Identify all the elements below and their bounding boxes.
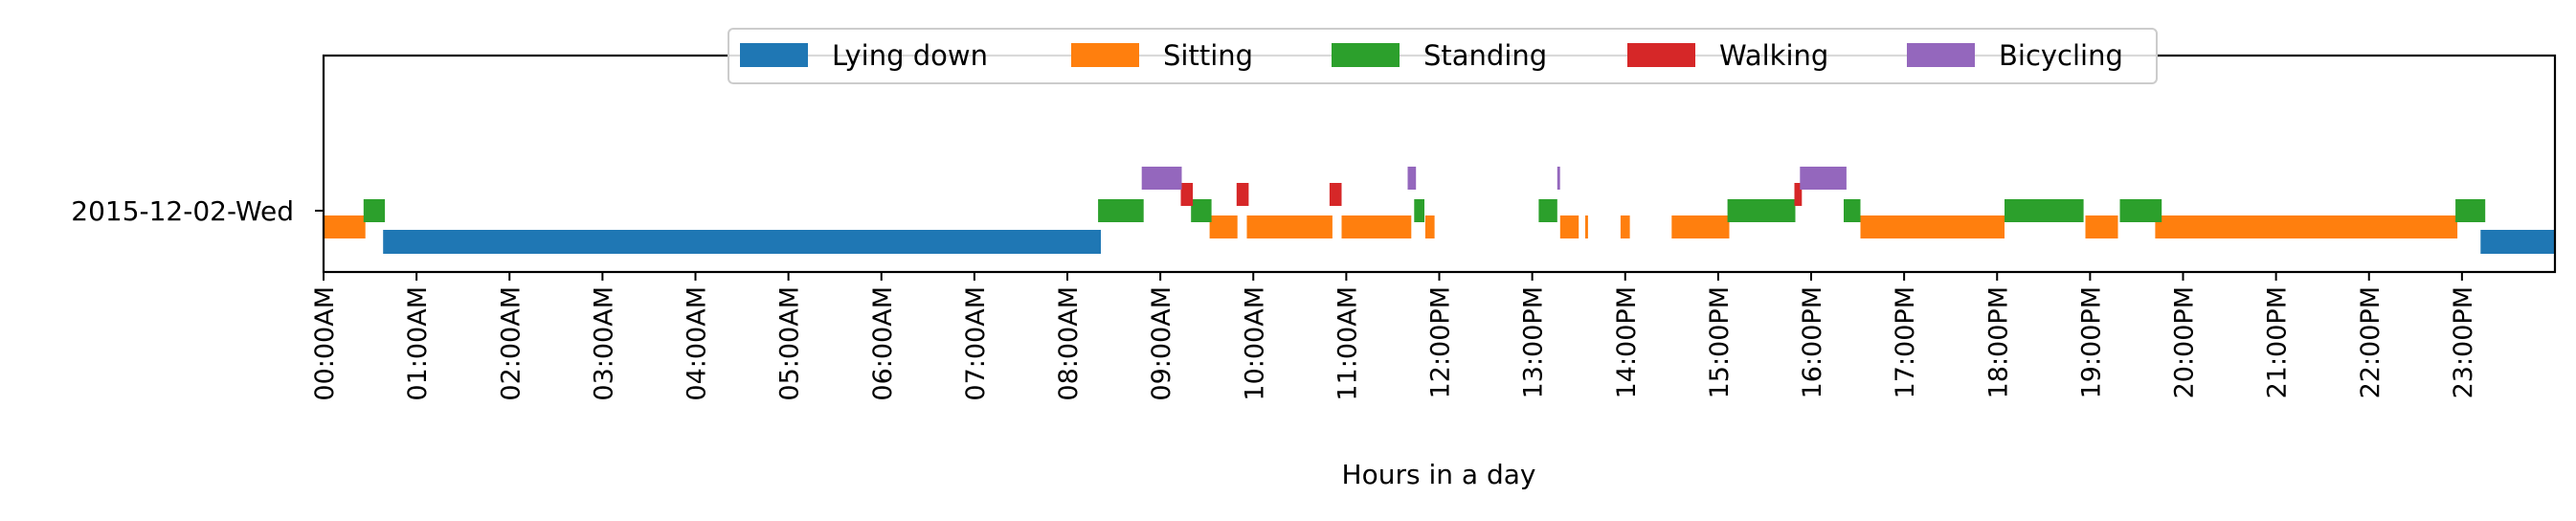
x-tick-label: 01:00AM [403,286,433,401]
segment-standing [2119,199,2162,222]
segment-standing [1414,199,1424,222]
segment-walking [1180,183,1194,206]
legend-label-bicycling: Bicycling [1999,39,2123,72]
segment-sitting [1559,215,1579,238]
segment-lying-down [2480,230,2555,254]
segment-standing [2005,199,2084,222]
segment-bicycling [1407,167,1417,190]
x-tick-label: 14:00PM [1612,286,1642,398]
segment-sitting [1860,215,2005,238]
legend-label-lying-down: Lying down [832,39,988,72]
x-tick-label: 05:00AM [775,286,805,401]
legend-label-standing: Standing [1423,39,1547,72]
legend-swatch-lying-down [740,43,808,67]
legend: Lying down Sitting Standing Walking Bicyclin… [728,28,2158,84]
segment-sitting [1341,215,1412,238]
x-tick-label: 04:00AM [683,286,712,401]
segment-standing [1538,199,1557,222]
segment-standing [2455,199,2486,222]
segment-bicycling [1141,167,1182,190]
x-tick-label: 06:00AM [868,286,898,401]
segment-lying-down [383,230,1101,254]
segment-sitting [2085,215,2118,238]
x-tick-label: 21:00PM [2263,286,2293,398]
x-tick-label: 00:00AM [310,286,340,401]
legend-label-walking: Walking [1719,39,1828,72]
segment-sitting [1209,215,1238,238]
y-tick-label: 2015-12-02-Wed [71,195,294,227]
segment-walking [1236,183,1249,206]
x-axis-label: Hours in a day [1342,459,1536,490]
x-tick-label: 20:00PM [2170,286,2200,398]
segment-sitting [324,215,366,238]
x-tick-label: 08:00AM [1054,286,1084,401]
x-tick-label: 16:00PM [1798,286,1827,398]
segment-sitting [1585,215,1588,238]
segment-walking [1794,183,1803,206]
activity-segments [324,167,2555,254]
x-tick-label: 17:00PM [1891,286,1920,398]
x-tick-label: 22:00PM [2356,286,2386,398]
segment-standing [1191,199,1212,222]
x-tick-label: 11:00AM [1333,286,1362,401]
x-tick-label: 15:00PM [1705,286,1735,398]
x-tick-label: 23:00PM [2449,286,2478,398]
x-tick-label: 09:00AM [1147,286,1176,401]
x-tick-label: 18:00PM [1983,286,2013,398]
legend-swatch-sitting [1071,43,1139,67]
segment-standing [1098,199,1144,222]
segment-standing [1844,199,1861,222]
segment-sitting [1424,215,1435,238]
segment-walking [1329,183,1342,206]
legend-swatch-standing [1332,43,1400,67]
legend-box [728,28,2158,84]
segment-standing [363,199,386,222]
x-tick-label: 19:00PM [2076,286,2106,398]
x-tick-label: 12:00PM [1426,286,1456,398]
x-tick-label: 13:00PM [1519,286,1549,398]
legend-swatch-walking [1627,43,1695,67]
x-tick-label: 02:00AM [496,286,526,401]
segment-bicycling [1557,167,1560,190]
segment-bicycling [1800,167,1847,190]
x-tick-label: 07:00AM [961,286,991,401]
x-tick-label: 10:00AM [1240,286,1269,401]
legend-swatch-bicycling [1907,43,1975,67]
x-tick-label: 03:00AM [589,286,618,401]
segment-sitting [1246,215,1333,238]
legend-label-sitting: Sitting [1163,39,1253,72]
segment-standing [1727,199,1796,222]
segment-sitting [1671,215,1730,238]
axes: 00:00AM 01:00AM 02:00AM 03:00AM 04:00AM 05:00… [310,210,2478,401]
segment-sitting [2155,215,2458,238]
segment-sitting [1620,215,1630,238]
